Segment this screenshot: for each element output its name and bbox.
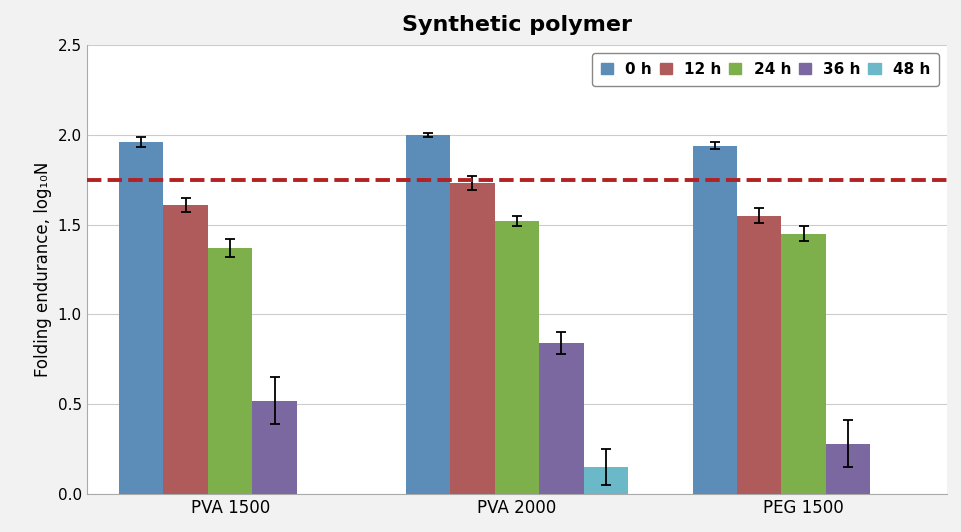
Bar bbox=[538, 343, 583, 494]
Bar bbox=[119, 142, 163, 494]
Bar bbox=[163, 205, 208, 494]
Legend: 0 h, 12 h, 24 h, 36 h, 48 h: 0 h, 12 h, 24 h, 36 h, 48 h bbox=[591, 53, 938, 86]
Bar bbox=[780, 234, 825, 494]
Bar bbox=[450, 183, 494, 494]
Y-axis label: Folding endurance, log₁₀N: Folding endurance, log₁₀N bbox=[35, 162, 52, 377]
Title: Synthetic polymer: Synthetic polymer bbox=[402, 15, 631, 35]
Bar bbox=[494, 221, 538, 494]
Bar bbox=[825, 444, 870, 494]
Bar bbox=[252, 401, 297, 494]
Bar bbox=[692, 146, 736, 494]
Bar bbox=[406, 135, 450, 494]
Bar bbox=[583, 467, 628, 494]
Bar bbox=[208, 248, 252, 494]
Bar bbox=[736, 215, 780, 494]
